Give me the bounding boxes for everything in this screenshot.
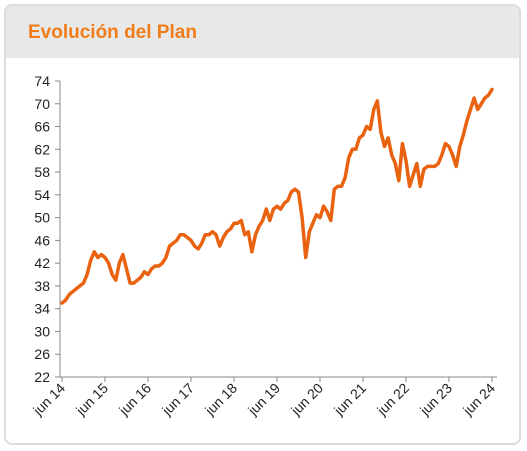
chart-title: Evolución del Plan [28, 22, 197, 43]
y-tick-label: 62 [34, 141, 50, 157]
y-tick-label: 46 [34, 232, 50, 248]
y-tick-label: 74 [34, 73, 50, 89]
x-tick-label: jun 24 [459, 380, 498, 419]
card: Evolución del Plan [4, 4, 521, 445]
line [60, 87, 494, 305]
x-tick-label: jun 23 [416, 380, 455, 419]
y-tick-label: 22 [34, 369, 50, 385]
x-tick-label: jun 17 [158, 380, 197, 419]
y-tick-label: 30 [34, 323, 50, 339]
x-tick-label: jun 18 [201, 380, 240, 419]
x-tick-label: jun 20 [287, 380, 326, 419]
x-tick-label: jun 16 [115, 380, 154, 419]
y-tick-label: 50 [34, 210, 50, 226]
y-tick-label: 58 [34, 164, 50, 180]
x-tick-label: jun 21 [330, 380, 369, 419]
y-tick-label: 34 [34, 301, 50, 317]
y-tick-label: 70 [34, 96, 50, 112]
y-tick-label: 66 [34, 119, 50, 135]
header [6, 6, 519, 58]
x-tick-label: jun 14 [29, 380, 68, 419]
y-tick-label: 38 [34, 278, 50, 294]
x-tick-label: jun 19 [244, 380, 283, 419]
x-tick-label: jun 15 [72, 380, 111, 419]
y-tick-label: 54 [34, 187, 50, 203]
y-tick-label: 42 [34, 255, 50, 271]
x-tick-label: jun 22 [373, 380, 412, 419]
y-tick-label: 26 [34, 346, 50, 362]
